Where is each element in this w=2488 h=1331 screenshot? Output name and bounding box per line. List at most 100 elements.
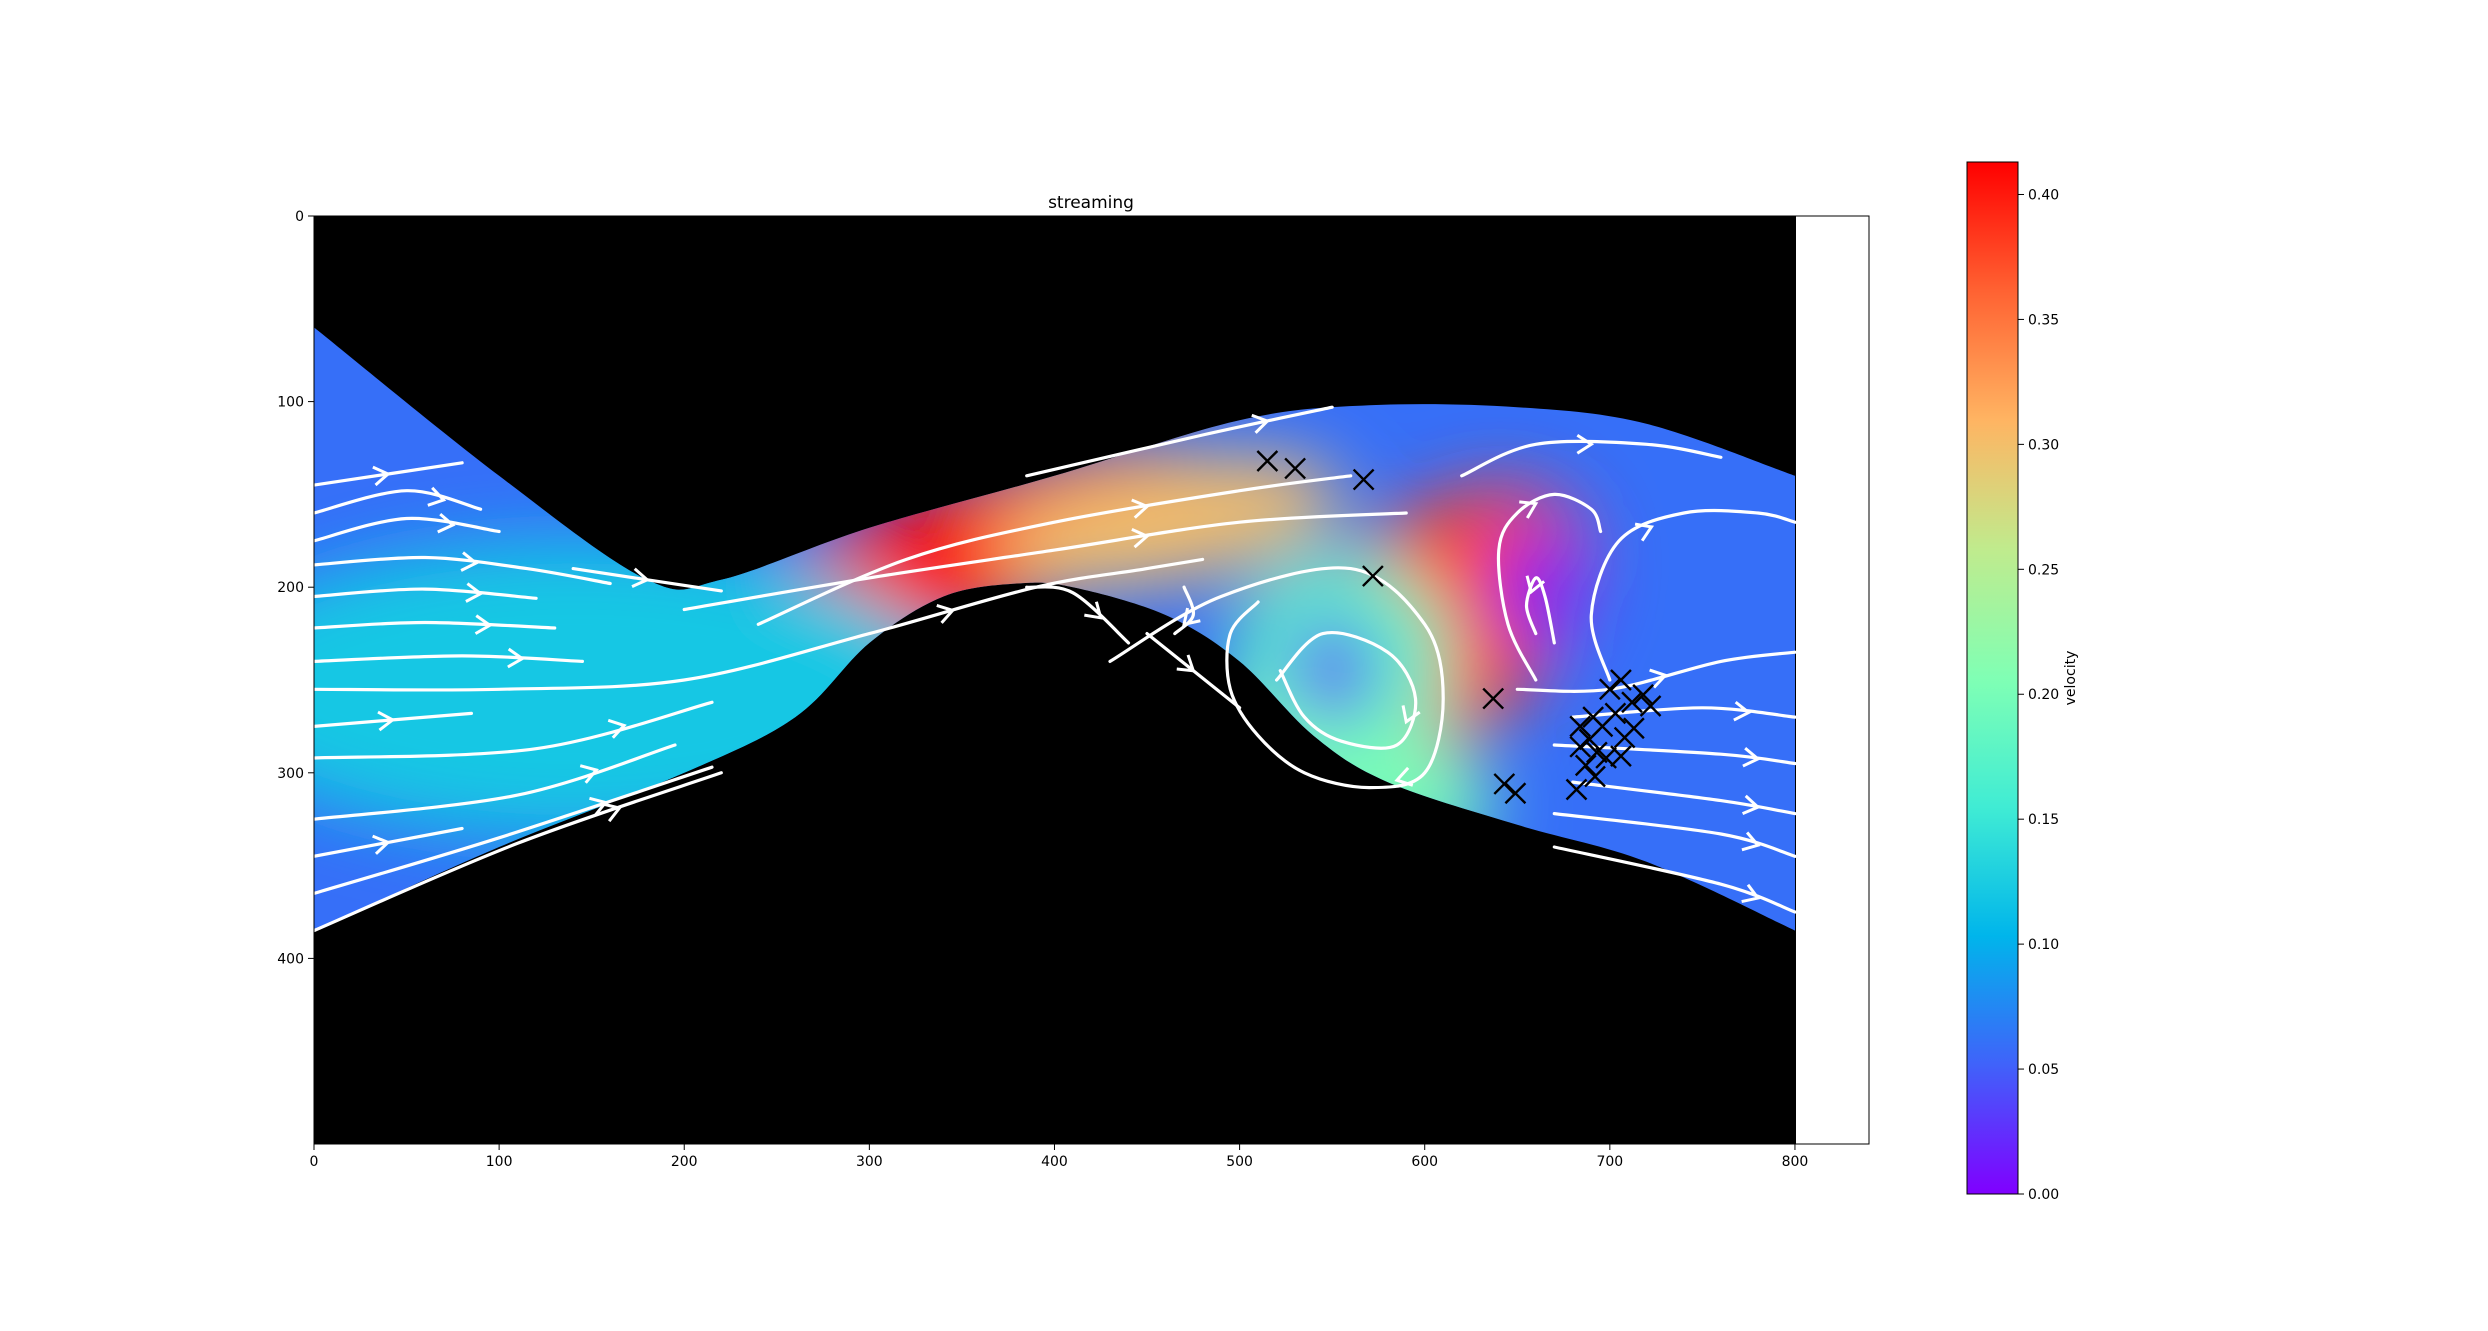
streamline — [314, 516, 501, 543]
colorbar-tick-label: 0.15 — [2028, 812, 2059, 828]
colorbar-tick-label: 0.40 — [2028, 187, 2059, 203]
marker-x — [1284, 457, 1306, 480]
streamline-arrow — [631, 567, 650, 588]
marker-x — [1584, 765, 1606, 788]
x-tick-label: 100 — [486, 1154, 513, 1170]
marker-x — [1565, 778, 1588, 801]
streamline — [1552, 743, 1797, 766]
streamline — [1108, 566, 1445, 790]
y-tick-label: 400 — [277, 951, 304, 967]
x-tick-label: 300 — [856, 1154, 883, 1170]
x-tick-label: 800 — [1782, 1154, 1809, 1170]
streamline — [314, 489, 483, 515]
x-tick-label: 0 — [310, 1154, 319, 1170]
streamline — [1496, 492, 1603, 682]
streamline — [756, 474, 1353, 626]
y-tick-label: 0 — [295, 209, 304, 225]
streamline-arrow — [465, 582, 484, 603]
streamline-arrow — [1394, 766, 1414, 787]
colorbar-label: velocity — [2063, 651, 2079, 706]
streamline — [314, 654, 584, 663]
x-tick-label: 400 — [1041, 1154, 1068, 1170]
streamline — [1524, 576, 1556, 645]
streamline-arrow — [1741, 883, 1761, 904]
x-tick-label: 600 — [1411, 1154, 1438, 1170]
streamline — [314, 765, 714, 895]
colorbar-gradient — [1967, 162, 2018, 1194]
field-image — [314, 216, 1797, 1144]
colorbar-frame — [1966, 161, 2019, 1195]
marker-x — [1352, 468, 1375, 491]
colorbar-tick-label: 0.35 — [2028, 312, 2059, 328]
x-tick-label: 500 — [1226, 1154, 1253, 1170]
marker-x — [1632, 683, 1654, 706]
streamline-arrow — [372, 465, 391, 487]
streamline — [314, 743, 677, 821]
streamline-arrow — [474, 614, 493, 635]
marker-x — [1569, 715, 1592, 738]
streamline-arrow — [1084, 601, 1103, 620]
streamline-arrow — [1525, 575, 1546, 595]
x-tick-label: 700 — [1596, 1154, 1623, 1170]
streamline — [314, 771, 723, 933]
streamline-arrow — [936, 604, 956, 624]
colorbar-tick-label: 0.20 — [2028, 687, 2059, 703]
streamline — [314, 557, 1205, 692]
streamline-arrow — [460, 551, 479, 572]
colorbar-ticks: 0.00 0.05 0.10 0.15 0.20 0.25 0.30 0.35 0.40 — [2018, 187, 2059, 1203]
colorbar-tick-label: 0.30 — [2028, 437, 2059, 453]
streamline-arrow — [579, 764, 599, 784]
marker-x — [1639, 695, 1662, 717]
markers — [1256, 450, 1662, 805]
main-axes: 0 100 200 300 400 500 600 700 800 0 100 200 300 400 — [277, 209, 1870, 1170]
streamline-arrow — [1576, 434, 1595, 455]
marker-x — [1504, 782, 1527, 805]
streamline-arrow — [1649, 668, 1669, 689]
streamline — [1552, 812, 1797, 858]
y-tick-label: 200 — [277, 580, 304, 596]
streamline — [1173, 585, 1196, 636]
marker-x — [1569, 735, 1592, 758]
streamline — [682, 511, 1408, 612]
colorbar-tick-label: 0.10 — [2028, 937, 2059, 953]
streamline — [1571, 706, 1797, 719]
streamline-arrow — [437, 513, 456, 534]
marker-x — [1623, 717, 1645, 740]
streamline-arrow — [1742, 747, 1761, 768]
streamline-arrow — [427, 486, 447, 507]
x-axis-ticks: 0 100 200 300 400 500 600 700 800 — [310, 1144, 1809, 1170]
streamline-arrow — [372, 834, 391, 855]
y-axis-ticks: 0 100 200 300 400 — [277, 209, 314, 967]
y-tick-label: 300 — [277, 766, 304, 782]
marker-x — [1574, 754, 1597, 777]
streamline-arrow — [1131, 498, 1150, 519]
y-tick-label: 100 — [277, 395, 304, 411]
colorbar-tick-label: 0.05 — [2028, 1062, 2059, 1078]
streamline-arrow — [1176, 654, 1196, 673]
streamline-arrow — [589, 796, 609, 817]
streamline-arrow — [1634, 522, 1655, 542]
marker-x — [1256, 450, 1279, 472]
colorbar-tick-label: 0.25 — [2028, 562, 2059, 578]
streamline-arrow — [1131, 527, 1150, 549]
marker-x — [1362, 565, 1384, 587]
streamline — [314, 700, 714, 760]
streamline-arrow — [607, 718, 627, 739]
marker-x — [1598, 678, 1621, 701]
streamline — [1571, 780, 1797, 816]
streamline — [1025, 585, 1131, 645]
chart-title: streaming — [1048, 193, 1134, 213]
streamlines — [314, 405, 1797, 933]
colorbar-tick-label: 0.00 — [2028, 1187, 2059, 1203]
marker-x — [1610, 745, 1632, 767]
streamline-arrow — [1742, 794, 1761, 815]
vortex-core — [1292, 615, 1373, 726]
x-tick-label: 200 — [671, 1154, 698, 1170]
streamline — [314, 620, 557, 630]
streamline-arrow — [1733, 700, 1752, 722]
colorbar: 0.00 0.05 0.10 0.15 0.20 0.25 0.30 0.35 0.40 vel… — [1966, 161, 2079, 1203]
marker-x — [1493, 773, 1516, 795]
marker-x — [1610, 669, 1632, 691]
streamline — [314, 587, 538, 600]
